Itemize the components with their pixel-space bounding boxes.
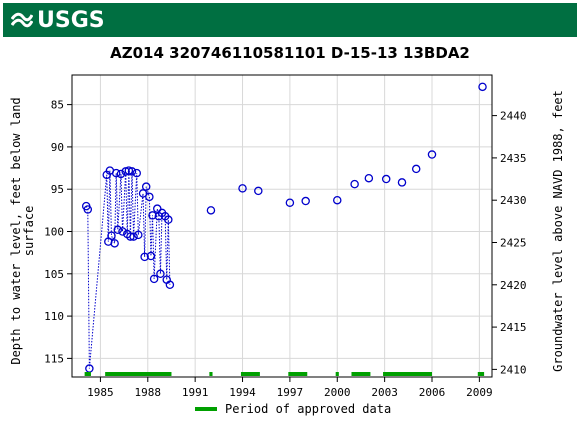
data-point-47 — [478, 82, 487, 92]
data-point-35 — [206, 206, 216, 215]
x-tick-label-1985: 1985 — [87, 386, 114, 399]
y-axis-label-right: Groundwater level above NAVD 1988, feet — [551, 90, 565, 372]
approved-period-bar-4 — [288, 372, 308, 376]
approved-period-bar-7 — [383, 372, 432, 376]
y-right-tick-label-2425: 2425 — [500, 236, 527, 249]
approved-period-bar-8 — [477, 372, 485, 376]
data-point-34 — [165, 280, 175, 290]
y-left-tick-label-110: 110 — [44, 310, 64, 323]
data-point-7 — [110, 239, 119, 248]
legend-approved-label: Period of approved data — [225, 402, 392, 416]
data-point-42 — [364, 173, 374, 183]
data-point-39 — [301, 196, 310, 206]
data-point-18 — [132, 168, 141, 178]
data-point-37 — [254, 186, 263, 196]
series-connector-0-0 — [85, 170, 171, 369]
approved-period-bar-0 — [84, 372, 91, 376]
data-point-22 — [141, 182, 151, 191]
data-point-20 — [138, 189, 148, 198]
data-point-40 — [333, 195, 342, 205]
y-left-tick-label-100: 100 — [44, 225, 64, 238]
data-point-44 — [397, 178, 407, 187]
data-point-29 — [156, 269, 165, 279]
data-point-19 — [134, 230, 143, 240]
approved-period-bar-5 — [335, 372, 339, 376]
usgs-logo: USGS — [11, 7, 105, 33]
data-point-10 — [116, 169, 126, 179]
data-point-25 — [148, 211, 157, 220]
data-point-23 — [145, 192, 154, 202]
y-axis-label-left-line1: Depth to water level, feet below land — [9, 97, 23, 364]
x-tick-label-2003: 2003 — [371, 386, 398, 399]
data-point-27 — [153, 204, 162, 213]
data-point-9 — [113, 225, 123, 235]
x-tick-label-1994: 1994 — [229, 386, 256, 399]
y-axis-label-left-line2: surface — [22, 206, 36, 257]
x-tick-label-2006: 2006 — [419, 386, 446, 399]
data-point-46 — [427, 150, 437, 159]
y-right-tick-label-2410: 2410 — [500, 363, 527, 376]
y-right-tick-label-2440: 2440 — [500, 110, 527, 123]
usgs-banner: USGS — [3, 3, 577, 37]
y-right-tick-label-2435: 2435 — [500, 152, 527, 165]
y-left-tick-label-115: 115 — [44, 352, 64, 365]
data-point-21 — [140, 252, 149, 262]
y-right-tick-label-2430: 2430 — [500, 194, 527, 207]
data-point-41 — [350, 179, 359, 189]
plot-layer: 1985 1988 1991 1994 1997 2000 2003 2006 2009 85 90… — [44, 74, 527, 399]
data-point-38 — [285, 198, 295, 207]
usgs-wave-icon — [11, 9, 33, 31]
logo-text: USGS — [37, 7, 105, 33]
approved-period-bar-1 — [105, 372, 172, 376]
y-left-tick-label-95: 95 — [51, 183, 64, 196]
x-tick-label-1988: 1988 — [135, 386, 162, 399]
legend-approved-swatch — [195, 407, 217, 411]
data-point-1 — [83, 205, 93, 214]
legend: Period of approved data — [195, 402, 391, 416]
x-tick-label-2000: 2000 — [324, 386, 351, 399]
y-left-tick-label-85: 85 — [51, 99, 64, 112]
data-point-26 — [149, 274, 159, 284]
chart-title: AZ014 320746110581101 D-15-13 13BDA2 — [110, 44, 470, 62]
x-tick-label-1991: 1991 — [182, 386, 209, 399]
approved-period-bar-3 — [240, 372, 260, 376]
data-point-43 — [381, 174, 391, 184]
approved-period-bar-2 — [209, 372, 213, 376]
x-tick-label-1997: 1997 — [277, 386, 304, 399]
y-left-tick-label-105: 105 — [44, 268, 64, 281]
data-point-16 — [127, 167, 137, 176]
y-right-tick-label-2415: 2415 — [500, 321, 527, 334]
data-point-6 — [107, 231, 116, 240]
data-point-8 — [111, 168, 121, 178]
plot-frame — [71, 74, 493, 378]
data-point-15 — [126, 232, 135, 241]
approved-period-bar-6 — [351, 372, 371, 376]
data-point-17 — [129, 232, 138, 241]
x-tick-label-2009: 2009 — [466, 386, 493, 399]
data-point-11 — [118, 227, 127, 236]
data-point-36 — [238, 184, 247, 193]
y-left-tick-label-90: 90 — [51, 141, 64, 154]
data-point-24 — [146, 251, 156, 261]
data-point-45 — [411, 164, 421, 174]
y-right-tick-label-2420: 2420 — [500, 279, 527, 292]
data-point-33 — [164, 215, 173, 224]
